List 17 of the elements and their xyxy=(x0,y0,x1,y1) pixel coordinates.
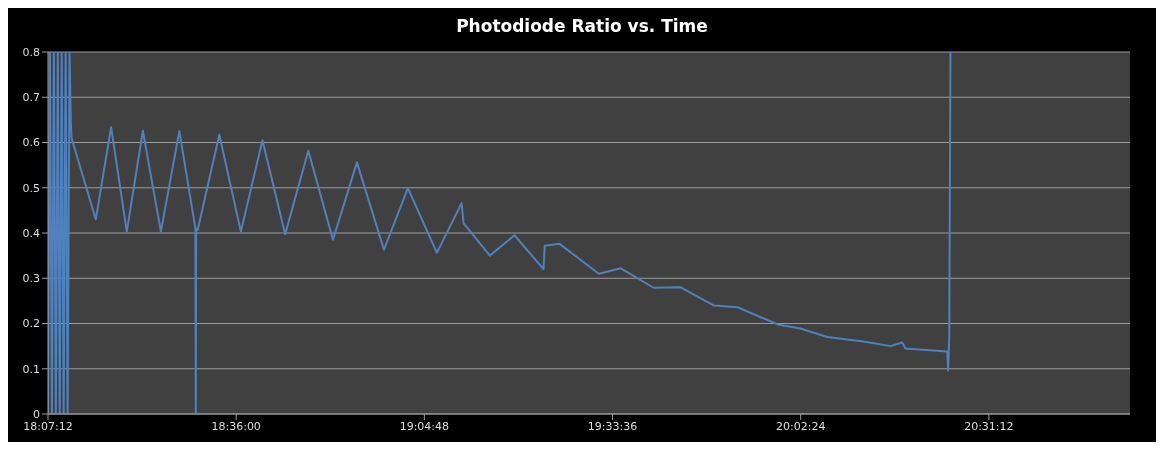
line-series xyxy=(48,52,952,414)
y-tick-label: 0 xyxy=(33,407,40,421)
y-tick-label: 0.1 xyxy=(22,362,40,376)
x-tick-label: 18:07:12 xyxy=(23,419,73,433)
y-tick-label: 0.4 xyxy=(22,226,40,240)
x-tick-label: 19:33:36 xyxy=(587,419,638,433)
y-tick-label: 0.6 xyxy=(22,136,40,150)
x-tick-label: 20:02:24 xyxy=(775,419,826,433)
y-tick-label: 0.7 xyxy=(22,91,40,105)
x-tick-label: 18:36:00 xyxy=(211,419,261,433)
x-tick-label: 20:31:12 xyxy=(964,419,1014,433)
y-tick-label: 0.2 xyxy=(22,317,40,331)
x-tick-label: 19:04:48 xyxy=(399,419,450,433)
y-tick-label: 0.8 xyxy=(22,45,40,59)
y-tick-label: 0.3 xyxy=(22,272,40,286)
y-tick-label: 0.5 xyxy=(22,181,40,195)
chart-title: Photodiode Ratio vs. Time xyxy=(455,15,709,38)
